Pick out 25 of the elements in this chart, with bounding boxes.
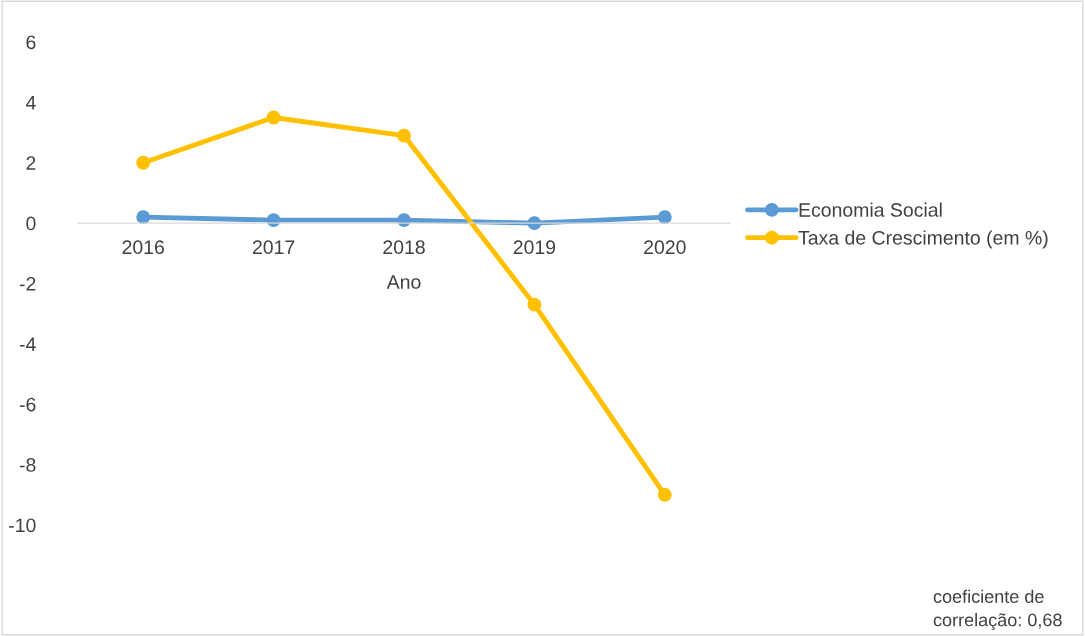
point xyxy=(657,210,672,225)
point xyxy=(527,297,542,312)
point xyxy=(136,155,151,170)
y-tick-label: 6 xyxy=(26,35,36,50)
point xyxy=(136,210,151,225)
x-axis-title: Ano xyxy=(386,275,421,289)
point xyxy=(266,110,281,125)
legend-label: Economia Social xyxy=(799,202,942,217)
y-tick-label: -10 xyxy=(9,518,36,533)
x-tick-label: 2018 xyxy=(383,240,425,255)
y-tick-label: 0 xyxy=(26,216,36,231)
point xyxy=(657,487,672,502)
point xyxy=(397,128,411,143)
y-tick-label: 2 xyxy=(26,156,36,170)
text: coeficiente de correlação: 0,68 xyxy=(933,589,1062,630)
y-tick-label: -8 xyxy=(19,458,36,472)
y-tick-label: -4 xyxy=(19,337,36,351)
x-tick-label: 2020 xyxy=(644,240,686,255)
legend-label: Taxa de Crescimento (em %) xyxy=(798,230,1048,249)
y-tick-label: 4 xyxy=(25,96,36,110)
x-tick-label: 2017 xyxy=(252,240,295,255)
x-tick-label: 2016 xyxy=(122,240,164,255)
x-tick-label: 2019 xyxy=(513,240,556,255)
y-tick-label: -6 xyxy=(19,397,36,412)
y-tick-label: -2 xyxy=(19,276,36,291)
